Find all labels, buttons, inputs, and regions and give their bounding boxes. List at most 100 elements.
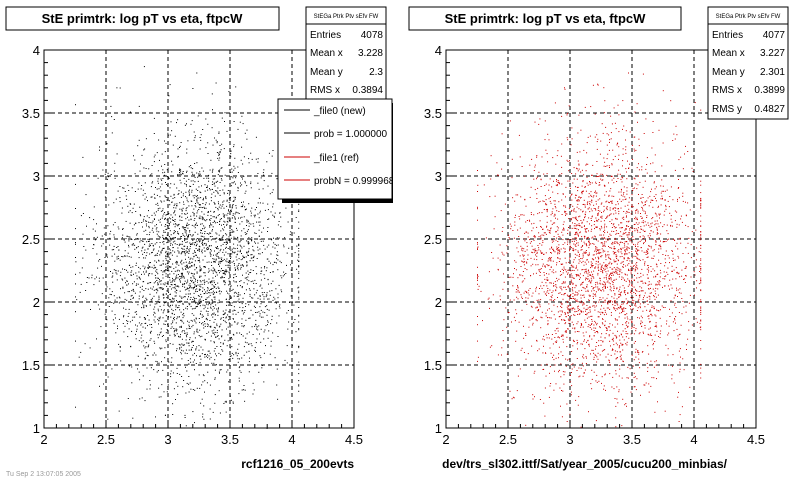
left-scatter-point [210,215,212,217]
left-scatter-point [165,293,167,295]
right-scatter-point [652,250,654,252]
right-scatter-point [566,239,568,241]
right-scatter-point [630,297,632,298]
left-scatter-point [143,230,145,232]
left-scatter-point [189,230,191,231]
left-scatter-point [157,209,159,211]
left-scatter-point [127,320,129,322]
left-scatter-point [204,242,206,244]
right-scatter-point [536,178,537,180]
right-scatter-point [639,332,641,334]
right-scatter-point [677,338,679,340]
right-scatter-point [538,293,540,295]
right-scatter-point [617,173,619,175]
right-scatter-point [549,317,551,319]
right-scatter-point [477,243,478,245]
right-scatter-point [657,223,659,225]
right-scatter-point [645,382,647,384]
right-scatter-point [571,266,573,268]
right-scatter-point [640,276,642,278]
left-scatter-point [104,313,106,315]
right-scatter-point [640,226,642,228]
left-scatter-point [128,328,130,330]
right-scatter-point [676,211,678,213]
left-scatter-point [222,213,224,215]
left-scatter-point [214,203,216,205]
left-scatter-point [163,323,165,325]
right-scatter-point [679,368,681,370]
left-scatter-point [178,251,180,253]
left-scatter-point [234,273,236,275]
right-scatter-point [606,307,608,309]
left-scatter-point [182,285,184,287]
left-scatter-point [223,229,225,231]
left-scatter-point [128,256,130,258]
right-scatter-point [604,284,606,286]
right-scatter-point [657,294,659,296]
left-scatter-point [185,227,187,229]
right-scatter-point [597,331,598,333]
right-scatter-point [541,244,543,246]
left-scatter-point [181,343,183,345]
right-scatter-point [597,264,599,266]
left-scatter-point [200,269,202,271]
left-scatter-point [182,269,184,271]
left-scatter-point [266,314,268,316]
right-scatter-point [610,312,612,314]
left-scatter-point [211,171,213,173]
left-scatter-point [163,270,165,272]
left-scatter-point [197,190,199,191]
left-scatter-point [204,204,206,206]
right-scatter-point [601,227,603,229]
left-scatter-point [174,288,176,290]
right-scatter-point [637,223,639,225]
left-scatter-point [174,197,176,199]
right-scatter-point [553,236,555,237]
left-scatter-point [168,316,169,318]
left-scatter-point [176,318,178,320]
right-scatter-point [607,307,609,309]
left-scatter-point [187,293,189,295]
left-scatter-point [100,326,102,328]
left-scatter-point [151,196,153,198]
left-scatter-point [199,336,201,338]
left-scatter-point [146,305,147,307]
left-scatter-point [186,266,188,268]
right-scatter-point [567,273,568,275]
right-scatter-point [516,330,518,332]
left-scatter-point [182,193,184,195]
left-scatter-point [227,264,229,266]
left-scatter-point [186,123,187,125]
left-scatter-point [171,130,173,132]
left-scatter-point [132,316,134,318]
right-scatter-point [601,217,603,219]
right-scatter-point [680,242,682,244]
left-scatter-point [157,337,159,339]
left-scatter-point [187,236,189,237]
left-scatter-point [232,333,234,335]
left-scatter-point [298,286,300,288]
left-scatter-point [173,193,175,195]
left-scatter-point [151,288,153,290]
left-scatter-point [155,267,157,269]
left-scatter-point [150,330,152,332]
left-scatter-point [197,233,199,235]
left-scatter-point [165,339,167,341]
left-scatter-point [193,174,195,176]
left-scatter-point [172,237,174,239]
right-scatter-point [517,286,519,288]
right-scatter-point [584,272,586,274]
left-scatter-point [208,247,210,249]
left-scatter-point [188,194,190,196]
right-scatter-point [636,310,638,311]
left-scatter-point [260,309,262,311]
left-scatter-point [172,322,174,324]
left-scatter-point [207,326,209,327]
left-scatter-point [201,223,203,225]
left-scatter-point [149,301,151,303]
left-scatter-point [146,252,148,254]
right-scatter-point [601,179,603,181]
left-scatter-point [165,414,166,416]
left-scatter-point [127,315,129,317]
left-scatter-point [201,232,203,234]
